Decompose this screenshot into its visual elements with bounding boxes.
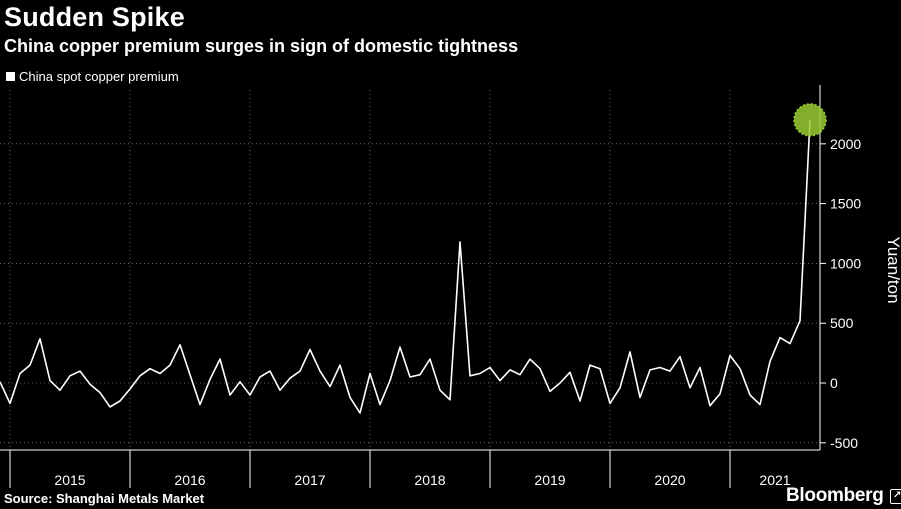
grid-lines — [0, 90, 820, 450]
x-tick-label: 2015 — [54, 472, 85, 488]
highlight-marker — [793, 103, 827, 137]
series-line — [0, 119, 811, 414]
y-tick-label: 0 — [830, 375, 838, 391]
x-tick-label: 2020 — [654, 472, 685, 488]
chart-title: Sudden Spike — [4, 2, 185, 32]
x-tick-label: 2016 — [174, 472, 205, 488]
y-tick-label: -500 — [830, 435, 858, 451]
legend: China spot copper premium — [6, 69, 179, 84]
legend-label: China spot copper premium — [19, 69, 179, 84]
x-tick-label: 2021 — [759, 472, 790, 488]
legend-swatch — [6, 72, 15, 81]
axes: -500 0 500 1000 1500 2000 2015 2016 2017 2018 2019… — [0, 85, 861, 488]
x-tick-label: 2018 — [414, 472, 445, 488]
plot-area — [0, 103, 827, 414]
brand-name: Bloomberg — [786, 485, 884, 506]
brand: Bloomberg ↗ — [786, 485, 901, 507]
y-tick-label: 500 — [830, 315, 854, 331]
bloomberg-terminal-icon: ↗ — [889, 488, 901, 504]
y-tick-label: 1500 — [830, 196, 861, 212]
x-tick-label: 2019 — [534, 472, 565, 488]
source-note: Source: Shanghai Metals Market — [4, 491, 205, 506]
x-tick-label: 2017 — [294, 472, 325, 488]
y-tick-label: 1000 — [830, 255, 861, 271]
chart-subtitle: China copper premium surges in sign of d… — [4, 36, 519, 56]
y-axis-label: Yuan/ton — [884, 236, 901, 303]
y-tick-label: 2000 — [830, 136, 861, 152]
